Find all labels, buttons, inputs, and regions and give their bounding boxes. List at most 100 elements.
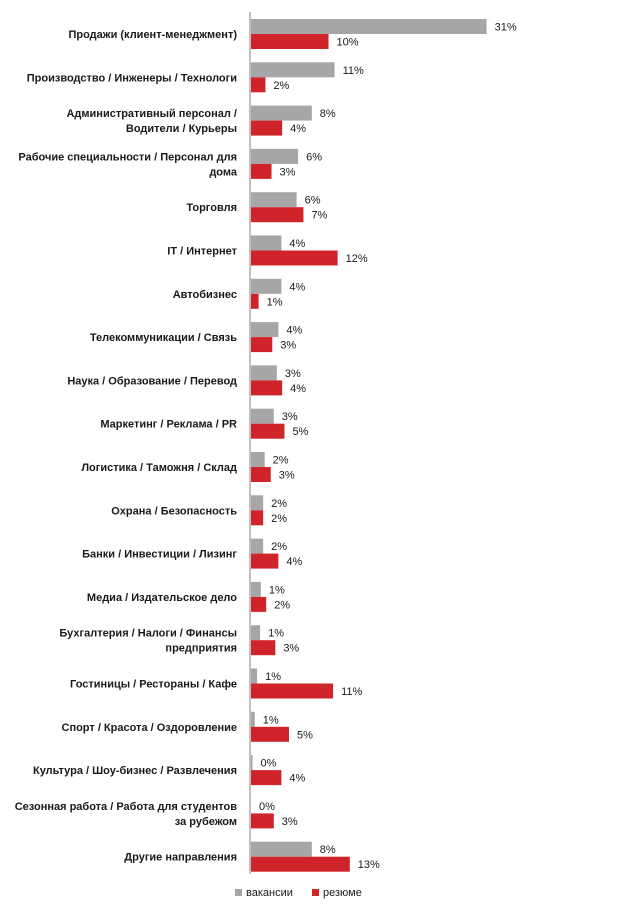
category-label: Бухгалтерия / Налоги / Финансы: [59, 628, 237, 640]
category-label: Спорт / Красота / Оздоровление: [62, 722, 238, 734]
resumes-value-label: 3%: [280, 340, 296, 352]
resumes-bar: [251, 770, 282, 786]
vacancies-bar: [251, 755, 253, 771]
category-label: Производство / Инженеры / Технологи: [27, 72, 237, 84]
vacancies-value-label: 4%: [289, 238, 305, 250]
resumes-value-label: 5%: [297, 729, 313, 741]
vacancies-value-label: 2%: [273, 455, 289, 467]
resumes-bar: [251, 380, 283, 396]
resumes-value-label: 13%: [358, 859, 380, 871]
category-label: Гостиницы / Рестораны / Кафе: [70, 679, 237, 691]
resumes-bar: [251, 856, 350, 872]
vacancies-bar: [251, 235, 282, 251]
resumes-value-label: 12%: [346, 253, 368, 265]
category-label: Административный персонал /: [66, 108, 237, 120]
resumes-value-label: 4%: [290, 383, 306, 395]
category-label: Медиа / Издательское дело: [87, 592, 237, 604]
vacancies-value-label: 0%: [259, 801, 275, 813]
category-label: Водители / Курьеры: [126, 123, 237, 135]
resumes-value-label: 3%: [283, 643, 299, 655]
resumes-bar: [251, 163, 272, 179]
vacancies-value-label: 11%: [343, 65, 364, 77]
vacancies-value-label: 31%: [495, 22, 517, 34]
category-label: IT / Интернет: [167, 246, 237, 258]
category-label: Логистика / Таможня / Склад: [81, 462, 237, 474]
category-label: Наука / Образование / Перевод: [67, 375, 237, 387]
resumes-value-label: 1%: [267, 296, 283, 308]
resumes-bar: [251, 596, 267, 612]
vacancies-bar: [251, 148, 299, 164]
vacancies-bar: [251, 105, 312, 121]
resumes-value-label: 3%: [282, 816, 298, 828]
category-label: дома: [209, 166, 238, 178]
resumes-bar: [251, 640, 276, 656]
vacancies-bar: [251, 625, 261, 641]
vacancies-value-label: 1%: [268, 628, 284, 640]
resumes-bar: [251, 726, 289, 742]
resumes-bar: [251, 250, 338, 266]
category-label: предприятия: [165, 643, 237, 655]
vacancies-value-label: 8%: [320, 844, 336, 856]
resumes-value-label: 2%: [274, 599, 290, 611]
resumes-value-label: 3%: [280, 166, 296, 178]
resumes-value-label: 2%: [273, 80, 289, 92]
vacancies-bar: [251, 841, 312, 857]
resumes-bar: [251, 553, 279, 569]
resumes-bar: [251, 77, 266, 93]
resumes-bar: [251, 423, 285, 439]
category-label: Маркетинг / Реклама / PR: [100, 419, 237, 431]
vacancies-bar: [251, 62, 335, 78]
category-label: Продажи (клиент-менеджмент): [68, 29, 237, 41]
vacancies-bar: [251, 711, 255, 727]
vacancies-value-label: 2%: [271, 498, 287, 510]
vacancies-value-label: 3%: [282, 411, 298, 423]
category-label: Автобизнес: [173, 289, 237, 301]
resumes-value-label: 5%: [292, 426, 308, 438]
resumes-bar: [251, 207, 304, 223]
legend-swatch: [312, 889, 319, 896]
vacancies-value-label: 8%: [320, 108, 336, 120]
resumes-bar: [251, 683, 334, 699]
resumes-bar: [251, 120, 283, 136]
value-labels-group: 31% 10% 11% 2% 8% 4% 6% 3% 6% 7% 4% 12% 4% 1% 4% 3% 3% 4%…: [259, 22, 517, 872]
category-label: Банки / Инвестиции / Лизинг: [82, 549, 237, 561]
vacancies-bar: [251, 365, 277, 381]
legend-label: вакансии: [246, 887, 293, 899]
legend: вакансии резюме: [235, 887, 362, 899]
category-labels-group: Продажи (клиент-менеджмент) Производство …: [15, 29, 238, 864]
vacancies-value-label: 3%: [285, 368, 301, 380]
category-label: Торговля: [186, 202, 237, 214]
vacancies-value-label: 1%: [265, 671, 281, 683]
category-label: Телекоммуникации / Связь: [90, 332, 237, 344]
vacancies-bar: [251, 668, 258, 684]
vacancies-bar: [251, 495, 264, 511]
resumes-bar: [251, 34, 329, 49]
bars-group: [251, 19, 487, 872]
vacancies-bar: [251, 538, 264, 554]
resumes-bar: [251, 467, 271, 482]
vacancies-bar: [251, 408, 274, 424]
vacancies-value-label: 0%: [261, 758, 277, 770]
vacancies-value-label: 6%: [306, 151, 322, 163]
resumes-value-label: 3%: [279, 470, 295, 482]
vacancies-value-label: 1%: [269, 584, 285, 596]
vacancies-value-label: 6%: [305, 195, 321, 207]
resumes-value-label: 4%: [289, 773, 305, 785]
vacancies-value-label: 4%: [289, 281, 305, 293]
vacancies-value-label: 1%: [263, 714, 279, 726]
category-label: Другие направления: [124, 852, 237, 864]
resumes-bar: [251, 813, 274, 829]
resumes-value-label: 2%: [271, 513, 287, 525]
vacancies-value-label: 2%: [271, 541, 287, 553]
legend-label: резюме: [323, 887, 362, 899]
vacancies-bar: [251, 192, 297, 208]
resumes-bar: [251, 337, 273, 353]
resumes-value-label: 4%: [286, 556, 302, 568]
vacancies-bar: [251, 19, 487, 34]
vacancies-bar: [251, 322, 279, 338]
category-label: Сезонная работа / Работа для студентов: [15, 801, 237, 813]
vacancies-bar: [251, 278, 282, 294]
category-label: Культура / Шоу-бизнес / Развлечения: [33, 765, 237, 777]
resumes-bar: [251, 293, 259, 309]
